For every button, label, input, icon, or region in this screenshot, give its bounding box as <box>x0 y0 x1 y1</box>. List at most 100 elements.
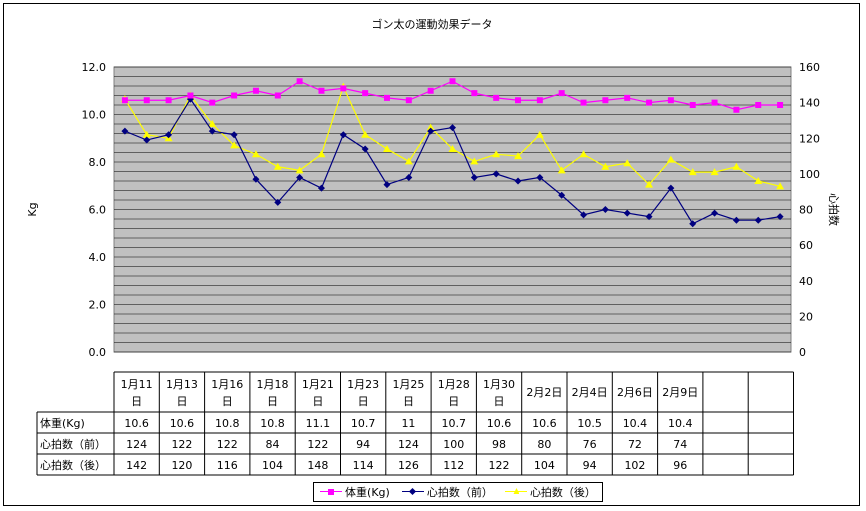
point-hr-after <box>448 144 457 152</box>
y-tick-label: 10.0 <box>82 109 107 122</box>
point-hr-after <box>317 150 326 158</box>
point-hr-after <box>142 130 151 138</box>
point-hr-after <box>732 162 741 170</box>
point-hr-before <box>667 184 675 192</box>
y-axis-label: Kg <box>26 202 39 216</box>
table-cell: 10.5 <box>577 417 602 430</box>
point-hr-before <box>208 127 216 135</box>
point-hr-after <box>404 157 413 165</box>
table-header-label: 2月9日 <box>662 386 698 399</box>
table-header-label: 1月13 <box>166 378 198 391</box>
table-cell: 102 <box>624 459 645 472</box>
table-row-label: 体重(Kg) <box>40 416 85 430</box>
table-cell: 10.7 <box>442 417 467 430</box>
y-tick-label: 2.0 <box>89 299 107 312</box>
point-hr-after <box>645 180 654 188</box>
point-hr-after <box>710 168 719 176</box>
point-hr-before <box>383 181 391 189</box>
table-cell: 122 <box>489 459 510 472</box>
point-hr-before <box>230 131 238 139</box>
point-weight <box>602 97 609 104</box>
table-header-label: 1月16 <box>211 378 243 391</box>
point-hr-before <box>776 213 784 221</box>
table-header-label: 日 <box>222 395 233 408</box>
point-hr-before <box>492 170 500 178</box>
table-cell: 142 <box>126 459 147 472</box>
y2-tick-label: 60 <box>799 239 813 252</box>
point-weight <box>252 87 259 94</box>
table-header-label: 2月4日 <box>572 386 608 399</box>
legend: 体重(Kg) 心拍数（前） 心拍数（後） <box>313 482 603 502</box>
point-weight <box>493 94 500 101</box>
table-row-label: 心拍数（前） <box>40 437 106 451</box>
point-hr-after <box>273 162 282 170</box>
point-weight <box>711 99 718 106</box>
point-weight <box>777 102 784 108</box>
legend-hr-before-label: 心拍数（前） <box>426 486 493 499</box>
y-tick-label: 0.0 <box>89 346 107 359</box>
point-hr-before <box>689 220 697 228</box>
table-header-label: 日 <box>494 395 505 408</box>
table-cell: 94 <box>356 438 370 451</box>
point-hr-before <box>296 173 304 181</box>
point-weight <box>646 99 653 106</box>
table-cell: 122 <box>171 438 192 451</box>
table-cell: 148 <box>307 459 328 472</box>
point-hr-after <box>251 150 260 158</box>
point-weight <box>755 102 762 108</box>
table-cell: 100 <box>443 438 464 451</box>
table-cell: 72 <box>628 438 642 451</box>
table-cell: 10.4 <box>623 417 648 430</box>
table-header-label: 日 <box>358 395 369 408</box>
point-hr-after <box>361 130 370 138</box>
table-header-label: 1月21 <box>302 378 334 391</box>
point-hr-after <box>208 120 217 127</box>
point-hr-after <box>601 162 610 170</box>
table-cell: 10.4 <box>668 417 693 430</box>
point-hr-after <box>535 130 544 138</box>
y-tick-label: 8.0 <box>89 156 107 169</box>
table-header-label: 日 <box>403 395 414 408</box>
point-weight <box>318 87 325 94</box>
point-hr-before <box>405 173 413 181</box>
point-hr-after <box>426 123 435 131</box>
point-hr-before <box>252 175 260 183</box>
point-hr-after <box>557 166 566 174</box>
point-hr-after <box>470 157 479 165</box>
table-cell: 120 <box>171 459 192 472</box>
point-hr-after <box>295 166 304 174</box>
table-cell: 80 <box>537 438 551 451</box>
table-cell: 122 <box>217 438 238 451</box>
point-weight <box>209 99 216 106</box>
point-weight <box>143 97 150 104</box>
point-weight <box>405 97 412 104</box>
point-hr-before <box>558 191 566 199</box>
table-cell: 96 <box>673 459 687 472</box>
point-weight <box>165 97 172 104</box>
legend-weight-marker <box>320 487 343 497</box>
plot-area <box>113 66 792 353</box>
table-cell: 10.6 <box>532 417 557 430</box>
table-header-label: 1月18 <box>257 378 289 391</box>
point-hr-before <box>732 216 740 224</box>
point-weight <box>471 90 478 97</box>
table-cell: 10.8 <box>215 417 240 430</box>
table-cell: 104 <box>534 459 555 472</box>
y2-tick-label: 100 <box>799 168 820 181</box>
point-hr-before <box>623 209 631 217</box>
table-cell: 116 <box>217 459 238 472</box>
chart-svg: ゴン太の運動効果データ 0.0 2.0 4.0 6.0 8.0 10.0 12.0 0 20 40… <box>26 17 841 476</box>
point-hr-before <box>339 131 347 139</box>
table-cell: 124 <box>398 438 419 451</box>
point-weight <box>296 78 303 85</box>
table-cell: 114 <box>353 459 374 472</box>
point-hr-before <box>317 184 325 192</box>
point-hr-before <box>601 206 609 213</box>
point-weight <box>383 94 390 101</box>
table-cell: 10.6 <box>487 417 512 430</box>
point-weight <box>121 97 128 104</box>
table-cell: 11.1 <box>306 417 331 430</box>
point-weight <box>231 92 238 99</box>
point-weight <box>187 92 194 99</box>
point-hr-after <box>688 168 697 176</box>
